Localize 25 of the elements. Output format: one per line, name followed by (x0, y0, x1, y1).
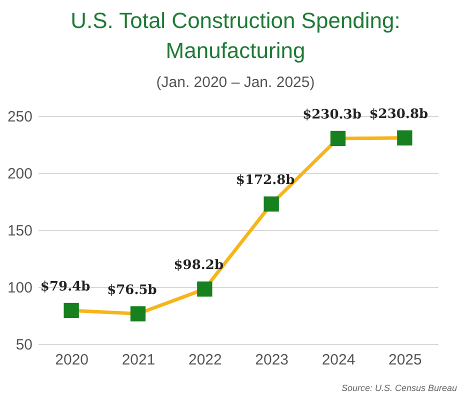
source-note: Source: U.S. Census Bureau (340, 383, 457, 393)
x-tick-label: 2021 (122, 352, 156, 368)
x-tick-label: 2024 (322, 352, 356, 368)
point (197, 281, 212, 297)
x-tick-label: 2025 (388, 352, 422, 368)
data-label: $76.5b (107, 282, 157, 298)
x-tick-label: 2022 (188, 352, 222, 368)
point (397, 130, 412, 146)
y-tick-label: 250 (7, 108, 32, 126)
y-tick-label: 200 (7, 166, 32, 182)
data-label: $79.4b (40, 279, 90, 294)
data-label: $230.3b (302, 107, 362, 122)
x-tick-label: 2020 (55, 352, 89, 368)
y-tick-label: 50 (16, 336, 32, 354)
point (130, 306, 146, 322)
data-label: $172.8b (236, 173, 295, 188)
x-tick-label: 2023 (255, 352, 289, 368)
y-tick-label: 100 (7, 280, 32, 296)
point (264, 196, 279, 212)
y-tick-label: 150 (7, 222, 32, 240)
point (64, 302, 79, 318)
chart-title: U.S. Total Construction Spending: Manufacturing (70, 7, 400, 65)
data-label: $230.8b (369, 106, 428, 122)
chart-subtitle: (Jan. 2020 – Jan. 2025) (155, 74, 316, 91)
point (330, 130, 346, 146)
